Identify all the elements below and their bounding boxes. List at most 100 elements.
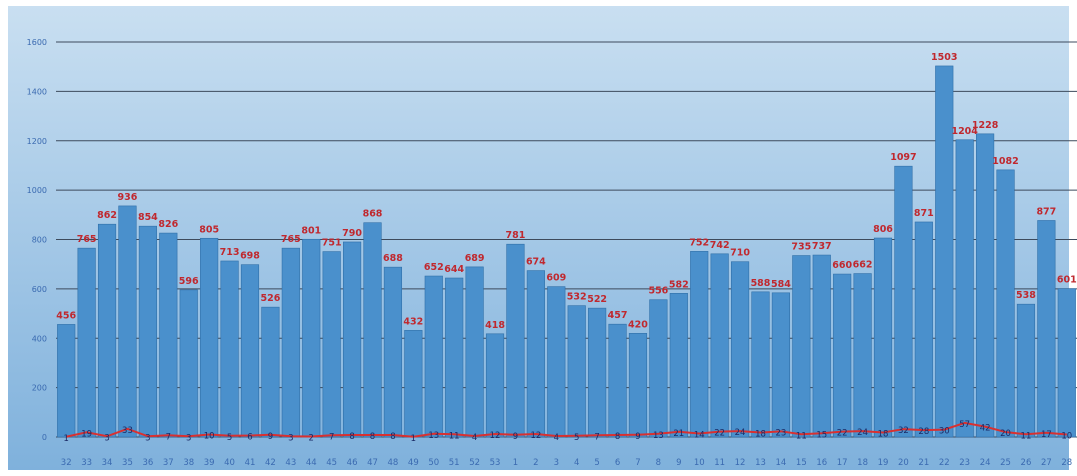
bar <box>220 260 239 438</box>
bar-value-label: 522 <box>587 294 607 305</box>
bar-value-label: 735 <box>791 242 811 253</box>
line-value-label: 4 <box>472 433 477 443</box>
x-tick-label: 21 <box>918 458 929 468</box>
y-tick-label: 200 <box>32 384 47 393</box>
line-value-label: 24 <box>735 428 746 438</box>
x-tick-label: 49 <box>408 458 419 468</box>
x-tick-label: 27 <box>1041 458 1052 468</box>
bar-value-label: 801 <box>301 225 321 236</box>
bar-value-label: 936 <box>118 192 138 203</box>
line-value-label: 5 <box>574 433 579 443</box>
line-value-label: 33 <box>122 426 133 436</box>
bar-value-label: 752 <box>689 237 709 248</box>
line-value-label: 2 <box>309 434 314 444</box>
bar-value-label: 526 <box>260 293 280 304</box>
x-tick-label: 14 <box>775 458 786 468</box>
bar-value-label: 742 <box>710 240 730 251</box>
bar <box>77 247 96 438</box>
bar <box>97 223 117 438</box>
bar <box>751 291 770 438</box>
bar-value-label: 1082 <box>992 156 1018 167</box>
bar <box>873 237 893 438</box>
x-tick-label: 17 <box>837 458 848 468</box>
bar-value-label: 432 <box>403 316 423 327</box>
line-value-label: 7 <box>594 432 599 442</box>
bar-value-label: 662 <box>853 260 873 271</box>
line-value-label: 15 <box>816 430 827 440</box>
x-tick-label: 42 <box>265 458 276 468</box>
bar <box>608 323 627 438</box>
bar-value-label: 1228 <box>972 120 999 131</box>
bar-value-label: 584 <box>771 279 791 290</box>
y-axis-ticks: 0 200 400 600 800 1000 1200 1400 1600 <box>27 38 47 442</box>
line-value-label: 4 <box>554 433 559 443</box>
bar <box>853 273 872 438</box>
line-value-label: 9 <box>268 432 273 442</box>
x-tick-label: 46 <box>347 458 358 468</box>
bar-value-label: 688 <box>383 253 403 264</box>
bar-value-label: 689 <box>465 253 485 264</box>
line-value-label: 11 <box>1021 431 1032 441</box>
x-tick-label: 52 <box>469 458 480 468</box>
x-tick-label: 36 <box>142 458 153 468</box>
bar-value-label: 765 <box>281 234 301 245</box>
bar <box>690 251 709 438</box>
x-tick-label: 39 <box>204 458 215 468</box>
line-value-label: 22 <box>837 429 848 439</box>
x-tick-label: 7 <box>635 458 640 468</box>
x-tick-label: 19 <box>878 458 889 468</box>
y-tick-label: 1600 <box>27 38 47 47</box>
bar <box>343 241 362 438</box>
bar-value-label: 456 <box>56 310 76 321</box>
x-tick-label: 28 <box>1061 458 1072 468</box>
x-tick-label: 24 <box>980 458 991 468</box>
bar-value-label: 660 <box>832 260 852 271</box>
bar-value-label: 644 <box>444 264 464 275</box>
bar <box>894 165 913 438</box>
line-series <box>65 421 1067 438</box>
line-value-label: 10 <box>204 432 215 442</box>
y-tick-label: 400 <box>32 334 47 343</box>
line-value-label: 28 <box>918 427 929 437</box>
bar-value-label: 1204 <box>951 126 978 137</box>
bar <box>465 266 484 438</box>
bar-value-label: 781 <box>506 230 526 241</box>
line-value-label: 12 <box>490 431 501 441</box>
line-value-label: 17 <box>1041 430 1052 440</box>
bar <box>485 333 505 438</box>
bar-value-label: 751 <box>322 238 342 249</box>
x-tick-label: 51 <box>449 458 460 468</box>
line-value-label: 19 <box>81 429 92 439</box>
bar-value-label: 609 <box>546 273 566 284</box>
bar-value-label: 862 <box>97 210 117 221</box>
x-tick-label: 34 <box>102 458 113 468</box>
bar <box>710 253 729 438</box>
x-tick-label: 9 <box>676 458 681 468</box>
bar <box>1057 288 1076 438</box>
line-value-label: 22 <box>714 429 725 439</box>
bar-value-label: 713 <box>220 247 240 258</box>
bar <box>159 232 178 438</box>
x-tick-label: 1 <box>513 458 518 468</box>
bar-value-label: 582 <box>669 279 689 290</box>
x-tick-label: 26 <box>1021 458 1032 468</box>
bar-value-label: 877 <box>1036 206 1056 217</box>
bar <box>833 273 852 438</box>
line-value-label: 7 <box>329 432 334 442</box>
bar <box>118 205 137 438</box>
bar <box>567 305 586 438</box>
x-tick-label: 3 <box>554 458 559 468</box>
y-tick-label: 1400 <box>27 87 47 96</box>
bar-value-label: 601 <box>1057 275 1077 286</box>
y-tick-label: 600 <box>32 285 47 294</box>
bar <box>771 292 790 438</box>
bar <box>179 289 198 438</box>
bar-value-label: 418 <box>485 320 505 331</box>
bar-value-label: 710 <box>730 248 750 259</box>
bar <box>363 222 382 438</box>
bar <box>424 275 443 438</box>
x-tick-label: 8 <box>656 458 661 468</box>
bar <box>1016 303 1036 438</box>
